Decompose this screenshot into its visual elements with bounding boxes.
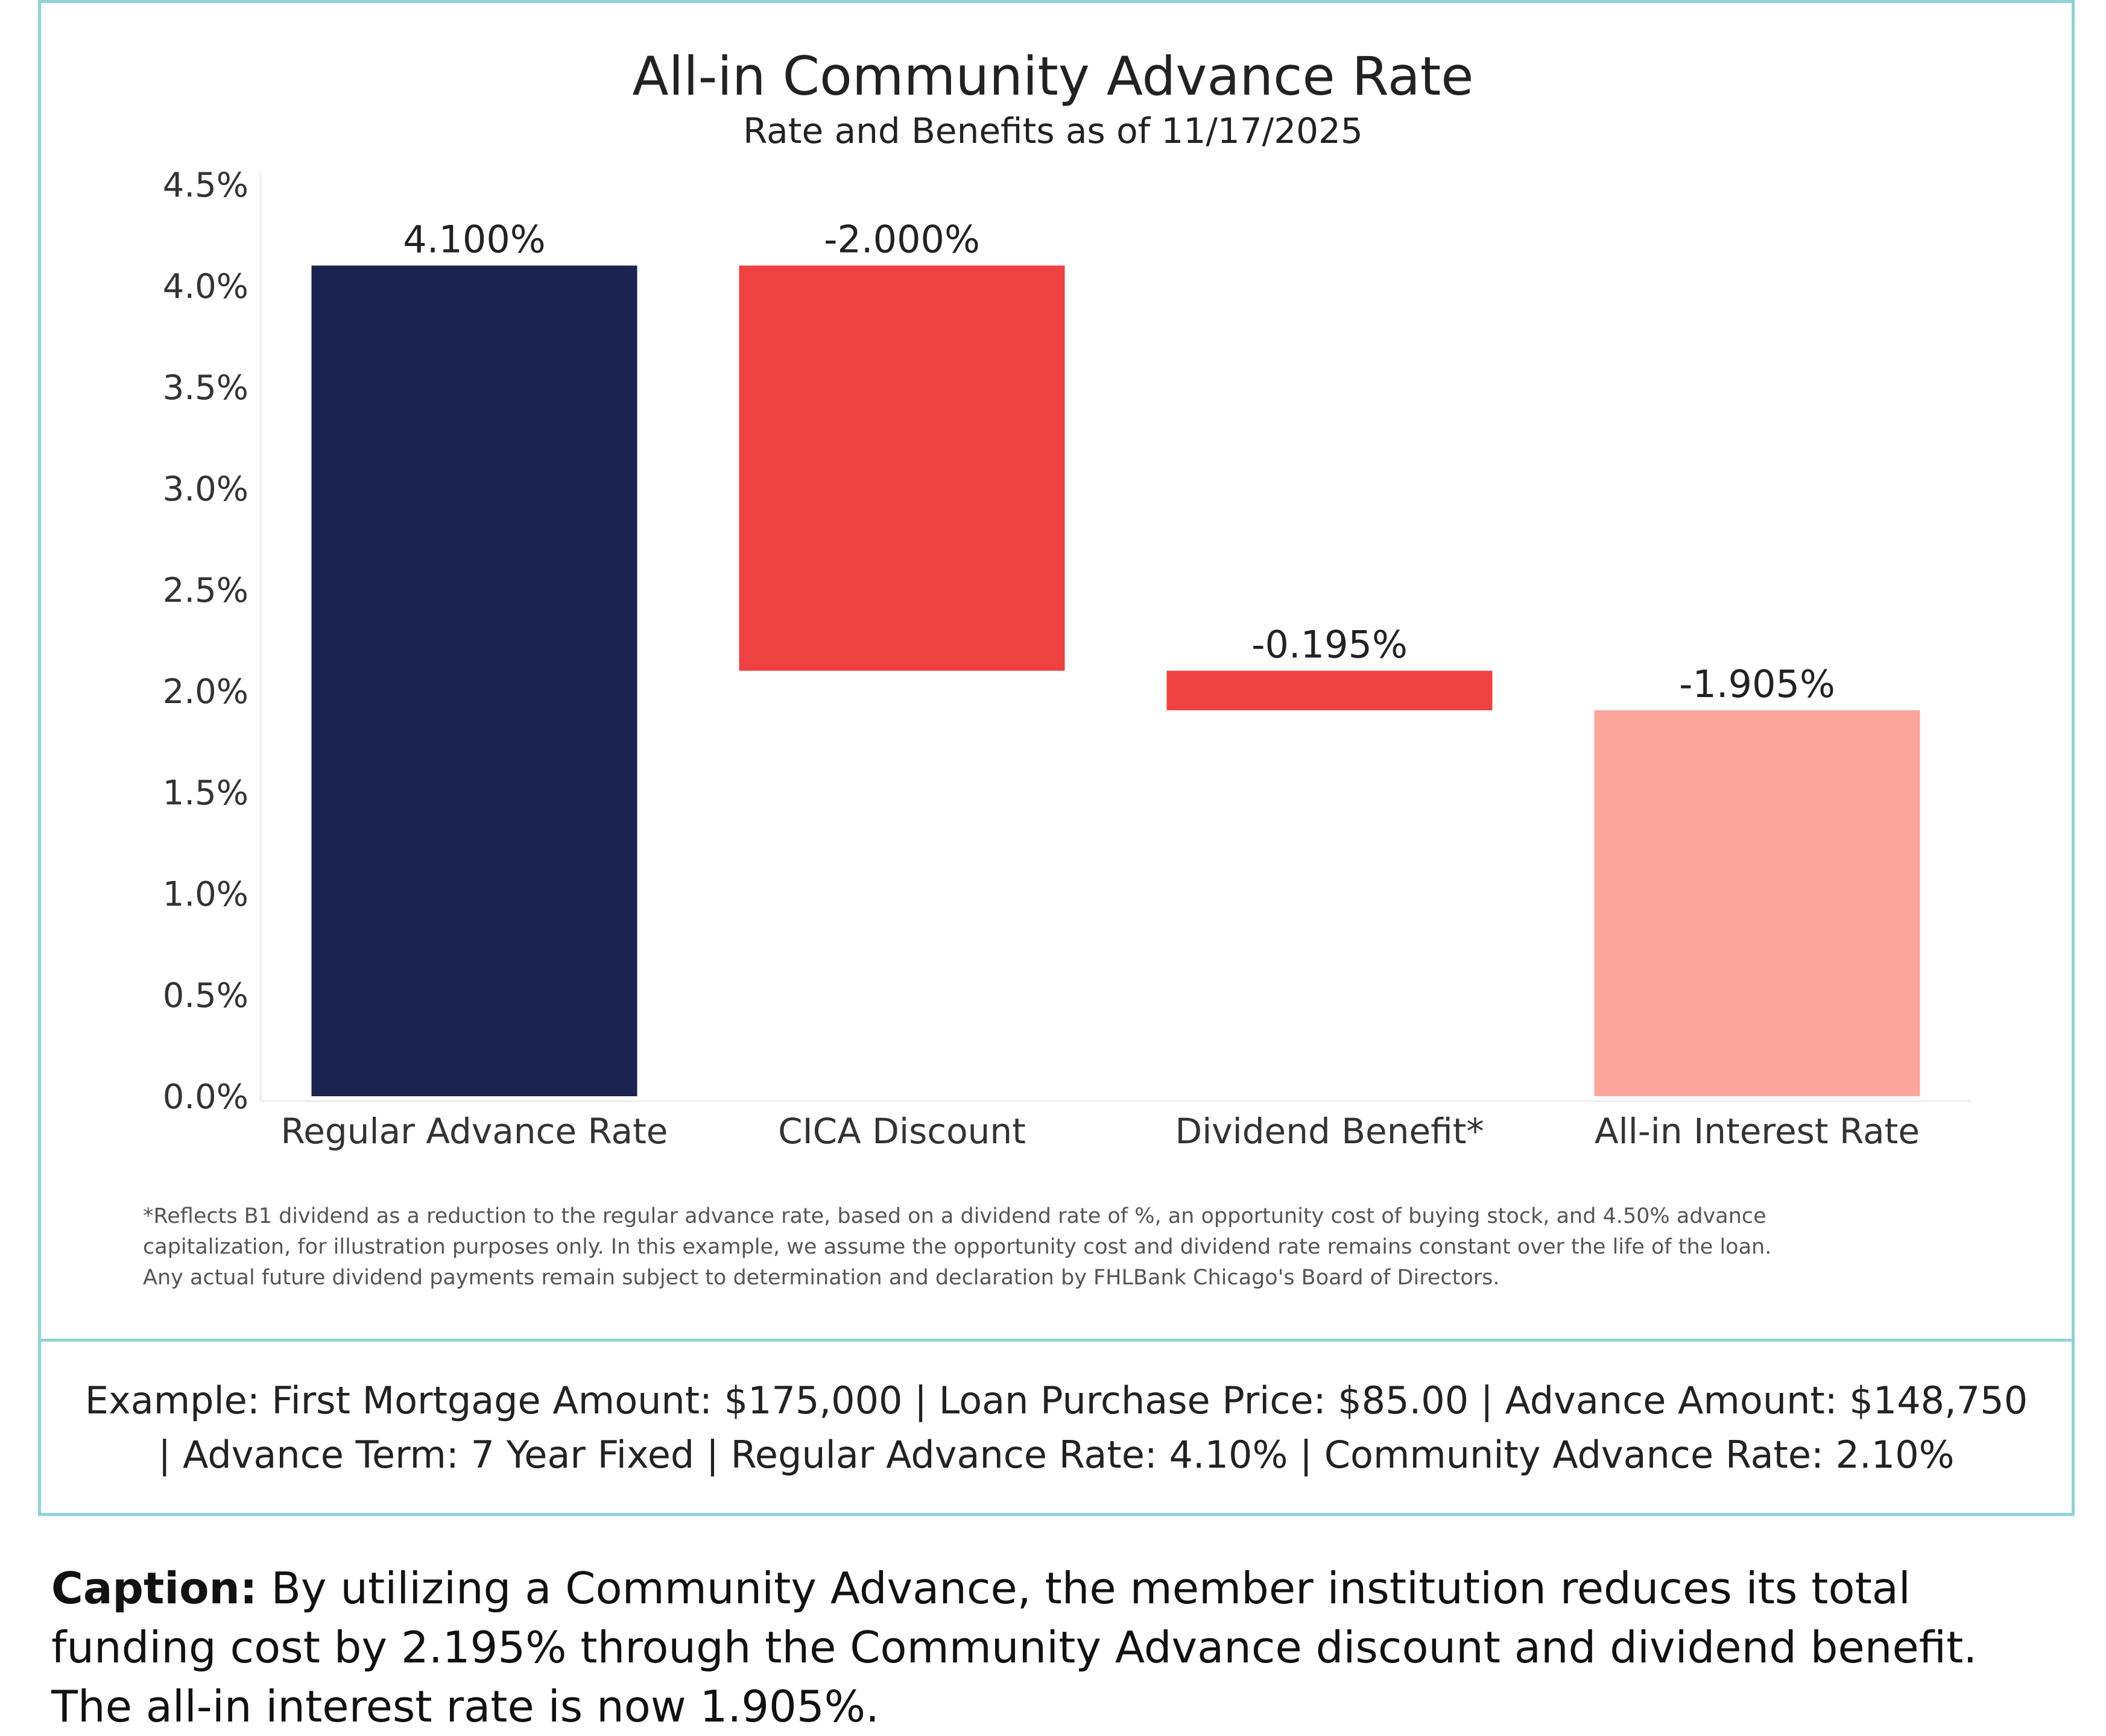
footnote-line: capitalization, for illustration purpose…	[143, 1235, 1772, 1259]
frame-divider	[38, 1339, 2075, 1342]
chart-subtitle: Rate and Benefits as of 11/17/2025	[743, 110, 1363, 151]
bar-data-label: 4.100%	[403, 217, 545, 261]
y-tick-label: 0.5%	[163, 976, 248, 1015]
x-category-label: Regular Advance Rate	[281, 1111, 668, 1152]
bar	[1166, 671, 1493, 710]
footnote-line: *Reflects B1 dividend as a reduction to …	[143, 1204, 1766, 1228]
caption: Caption: By utilizing a Community Advanc…	[51, 1559, 2041, 1736]
bar	[311, 265, 637, 1096]
y-tick-label: 0.0%	[163, 1078, 248, 1117]
y-tick-label: 2.0%	[163, 672, 248, 712]
footnote-line: Any actual future dividend payments rema…	[143, 1266, 1500, 1290]
footnote: *Reflects B1 dividend as a reduction to …	[143, 1201, 2000, 1293]
bar-data-label: -0.195%	[1251, 622, 1408, 666]
y-tick-label: 2.5%	[163, 571, 248, 610]
example-line: Example: First Mortgage Amount: $175,000…	[84, 1378, 2028, 1422]
y-tick-label: 1.0%	[163, 875, 248, 914]
x-category-label: All-in Interest Rate	[1595, 1111, 1920, 1152]
bar-data-label: -2.000%	[824, 217, 980, 261]
caption-text: By utilizing a Community Advance, the me…	[51, 1563, 1978, 1732]
example-line: | Advance Term: 7 Year Fixed | Regular A…	[158, 1433, 1955, 1477]
chart-frame	[38, 0, 2075, 1516]
y-tick-label: 3.0%	[163, 470, 248, 509]
x-category-label: Dividend Benefit*	[1175, 1111, 1484, 1152]
bar-data-label: -1.905%	[1679, 662, 1835, 706]
y-tick-label: 4.5%	[163, 166, 248, 205]
y-tick-label: 4.0%	[163, 267, 248, 306]
caption-label: Caption:	[51, 1563, 258, 1614]
bar	[739, 265, 1065, 671]
example-details: Example: First Mortgage Amount: $175,000…	[38, 1374, 2075, 1482]
x-category-label: CICA Discount	[778, 1111, 1026, 1152]
y-tick-label: 3.5%	[163, 368, 248, 408]
chart-title: All-in Community Advance Rate	[632, 45, 1474, 107]
y-tick-label: 1.5%	[163, 774, 248, 813]
waterfall-chart: 0.0% 0.5% 1.0% 1.5% 2.0% 2.5% 3.0% 3.5% 4.0% 4.5%…	[163, 166, 1971, 1152]
bar	[1594, 710, 1920, 1096]
